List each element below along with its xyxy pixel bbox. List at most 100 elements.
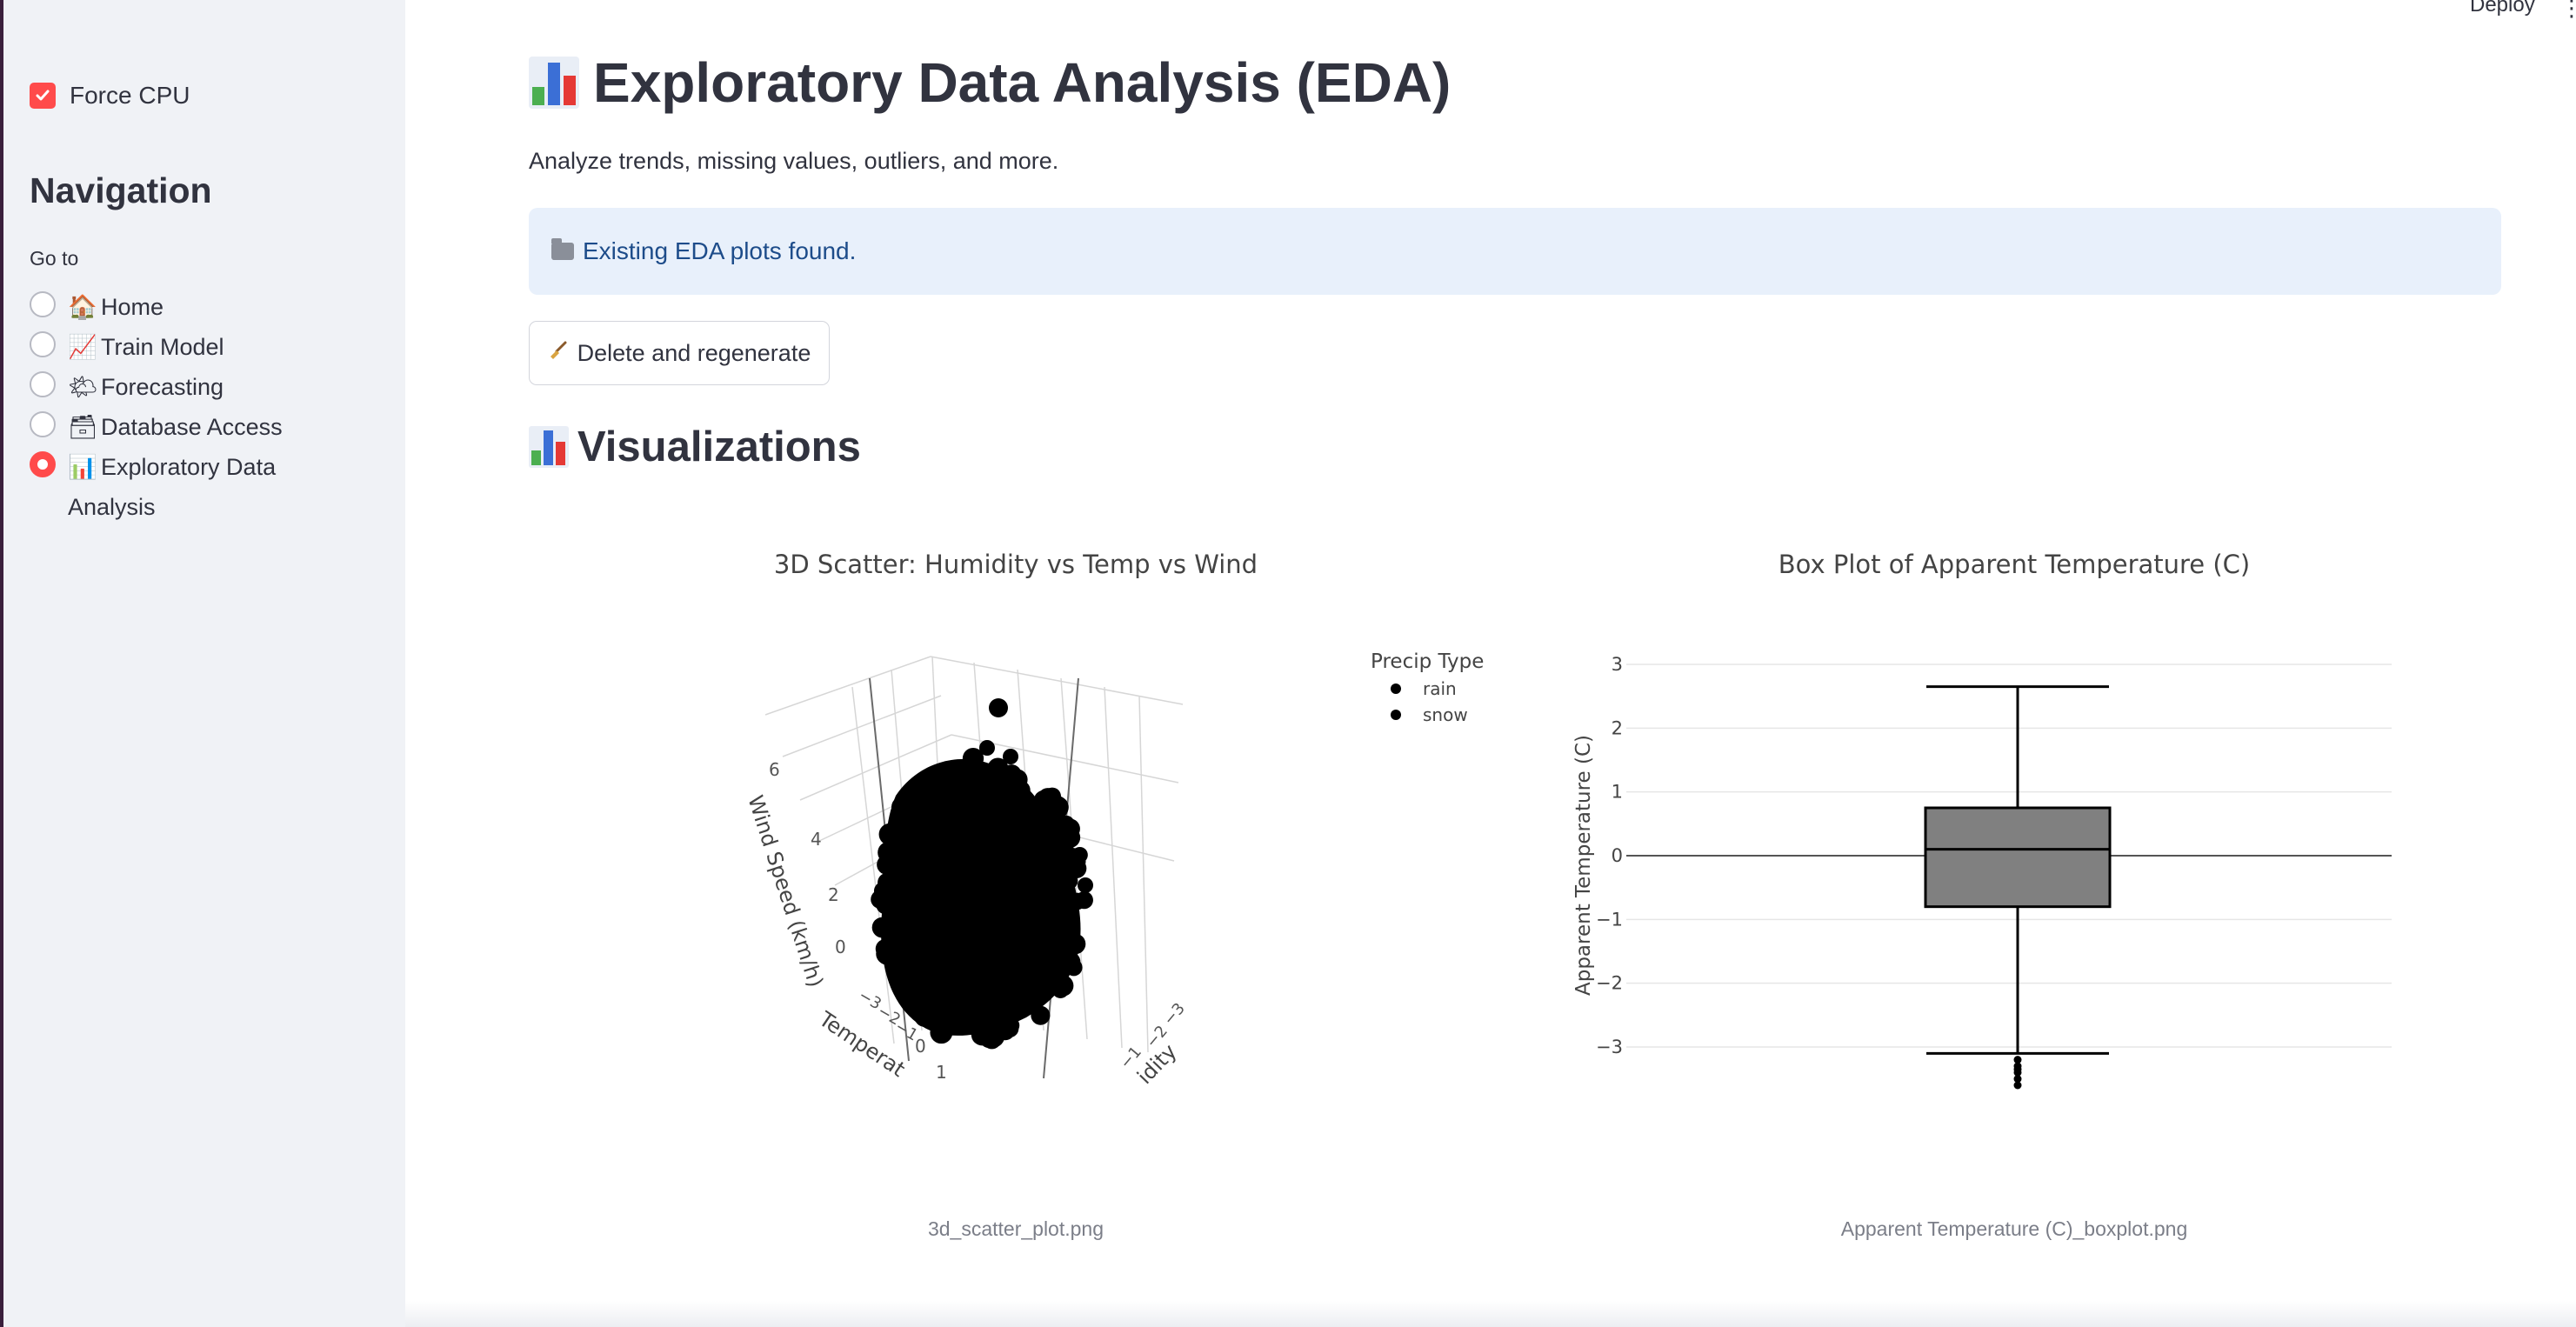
outlier-point [2013, 1081, 2022, 1090]
nav-item-forecasting[interactable]: 🌤 Forecasting [30, 367, 395, 407]
scatter-point [1038, 826, 1060, 848]
outlier-point [2013, 1068, 2022, 1077]
delete-and-regenerate-button[interactable]: Delete and regenerate [529, 321, 830, 385]
scatter-point [1011, 990, 1030, 1009]
z-tick: 4 [811, 829, 822, 850]
y-tick: −3 [1160, 999, 1189, 1029]
nav-item-text: 🌤 Forecasting [68, 367, 224, 407]
info-alert-text: Existing EDA plots found. [583, 237, 857, 264]
scatter-point [987, 757, 1009, 779]
scatter-point [887, 965, 908, 986]
scatter-point [883, 837, 901, 857]
y-tick-label: 0 [1612, 845, 1623, 866]
house-icon: 🏠 [68, 294, 97, 320]
nav-item-train-model[interactable]: 📈 Train Model [30, 327, 395, 367]
scatter-point [1000, 782, 1018, 798]
boxplot[interactable]: Apparent Temperature (C) 3 2 1 0 −1 −2 −3 [1557, 609, 2409, 1113]
card-box-icon: 🗃 [68, 414, 98, 440]
nav-item-home[interactable]: 🏠 Home [30, 287, 395, 327]
nav-item-label: Home [101, 294, 164, 320]
boxplot-title: Box Plot of Apparent Temperature (C) [1778, 550, 2251, 579]
scatter-point [930, 1021, 953, 1044]
radio-button[interactable] [30, 411, 56, 437]
scatter-point [966, 750, 982, 766]
scatter-3d-points [871, 698, 1093, 1050]
z-tick: 2 [828, 884, 839, 905]
x-tick: 1 [936, 1062, 947, 1083]
y-tick-label: −2 [1596, 973, 1623, 994]
scatter-point [905, 957, 926, 977]
scatter-point [875, 938, 896, 959]
scatter-point-cluster [881, 758, 1081, 1036]
nav-item-text: 🏠 Home [68, 287, 164, 327]
z-tick: 0 [835, 937, 846, 957]
scatter-point [1047, 944, 1070, 967]
delete-and-regenerate-label: Delete and regenerate [577, 339, 811, 366]
scroll-fade [405, 1301, 2576, 1327]
visualizations-heading-text: Visualizations [577, 423, 861, 470]
nav-item-exploratory-data-analysis[interactable]: 📊 Exploratory Data Analysis [30, 447, 395, 527]
scatter-point [871, 917, 893, 938]
scatter-3d-plot[interactable]: 6 4 2 0 Wind Speed (km/h) −3 −2 −1 0 1 T… [661, 609, 1513, 1113]
nav-item-text: 📊 Exploratory Data Analysis [68, 447, 311, 527]
scatter-point [921, 776, 943, 797]
checkbox-checked-icon[interactable] [30, 83, 56, 109]
radio-button[interactable] [30, 371, 56, 397]
scatter-point [998, 997, 1017, 1016]
legend-item-snow[interactable]: snow [1423, 704, 1468, 725]
scatter-point [1066, 858, 1087, 879]
legend-item-rain[interactable]: rain [1423, 678, 1457, 699]
scatter-plot-title: 3D Scatter: Humidity vs Temp vs Wind [773, 550, 1258, 579]
z-tick: 6 [769, 759, 780, 780]
navigation-heading: Navigation [30, 170, 212, 210]
nav-radio-group: 🏠 Home 📈 Train Model 🌤 Forecasting 🗃 Databas… [30, 287, 395, 527]
scatter-point [989, 698, 1008, 717]
deploy-button[interactable]: Deploy [2470, 0, 2535, 17]
scatter-point [918, 991, 938, 1011]
bar-chart-icon [529, 57, 579, 109]
scatter-point [1043, 787, 1062, 805]
scatter-point [956, 777, 974, 795]
outlier-point [2013, 1075, 2022, 1084]
sun-cloud-icon: 🌤 [68, 374, 98, 400]
radio-button[interactable] [30, 291, 56, 317]
broom-icon [548, 340, 569, 367]
scatter-point [982, 1024, 1005, 1048]
boxplot-box [1924, 685, 2112, 1090]
main-menu-icon[interactable]: ⋮ [2560, 0, 2576, 21]
legend-marker-snow [1391, 710, 1401, 720]
scatter-point [884, 856, 904, 876]
scatter-point [886, 905, 904, 923]
force-cpu-label: Force CPU [70, 82, 190, 109]
scatter-point [952, 1010, 971, 1030]
force-cpu-checkbox[interactable]: Force CPU [30, 82, 190, 110]
sidebar: Force CPU Navigation Go to 🏠 Home 📈 Train … [3, 0, 405, 1327]
chart-up-icon: 📈 [68, 334, 97, 360]
radio-button[interactable] [30, 331, 56, 357]
page-subtitle: Analyze trends, missing values, outliers… [529, 148, 1059, 174]
scatter-point [914, 1006, 936, 1027]
nav-item-label: Forecasting [101, 374, 224, 400]
scatter-legend[interactable]: Precip Type rain snow [1371, 650, 1484, 725]
nav-item-database-access[interactable]: 🗃 Database Access [30, 407, 395, 447]
scatter-point [941, 994, 958, 1010]
scatter-point [900, 991, 918, 1009]
folder-icon [551, 238, 574, 260]
nav-item-label: Train Model [101, 334, 224, 360]
goto-label: Go to [30, 247, 79, 270]
scatter-point [1031, 1005, 1051, 1025]
scatter-point [889, 941, 907, 959]
nav-item-label: Database Access [101, 414, 283, 440]
scatter-point [905, 812, 925, 833]
x-tick: 0 [915, 1036, 926, 1057]
scatter-point [1078, 877, 1093, 893]
info-alert: Existing EDA plots found. [529, 208, 2501, 295]
scatter-point [1064, 933, 1086, 955]
nav-item-text: 📈 Train Model [68, 327, 224, 367]
scatter-point [979, 740, 995, 756]
scatter-point [1049, 817, 1064, 832]
radio-button-selected[interactable] [30, 451, 56, 477]
boxplot-caption: Apparent Temperature (C)_boxplot.png [1840, 1217, 2188, 1240]
outlier-point [2013, 1056, 2022, 1064]
y-axis-label: idity [1132, 1039, 1181, 1089]
